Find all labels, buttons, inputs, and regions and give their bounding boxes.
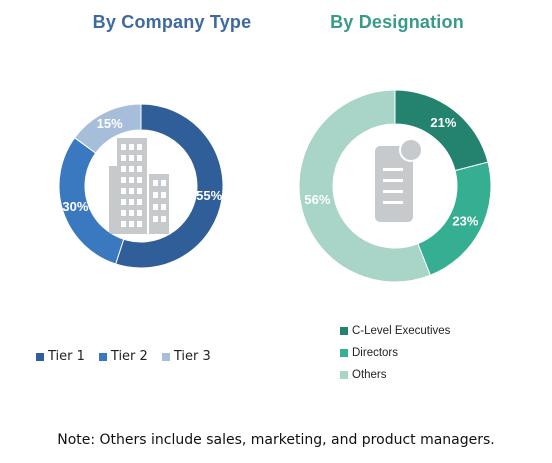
legend-label: Others [352, 369, 387, 381]
legend-label: Tier 2 [110, 349, 148, 364]
legend-company-type: Tier 1 Tier 2 Tier 3 [36, 349, 211, 364]
legend-designation: C-Level Executives Directors Others [340, 325, 450, 381]
legend-swatch [98, 352, 107, 361]
legend-item-tier-1: Tier 1 [36, 349, 85, 364]
legend-item-directors: Directors [340, 347, 450, 359]
slice-data-label: 21% [430, 115, 456, 130]
legend-swatch [161, 352, 170, 361]
donut-slice-tier-1 [115, 103, 224, 269]
legend-label: Tier 1 [48, 349, 85, 364]
legend-item-others: Others [340, 369, 450, 381]
donut-slice-others [298, 89, 431, 283]
slice-data-label: 30% [62, 199, 88, 214]
legend-swatch [36, 352, 44, 361]
legend-swatch [340, 327, 348, 335]
donut-1-group: 21% 23% 56% [298, 89, 492, 283]
donut-slice-tier-3 [73, 103, 142, 154]
slice-data-label: 56% [304, 192, 330, 207]
chart-title-designation: By Designation [330, 12, 464, 32]
chart-title-company-type: By Company Type [92, 12, 252, 32]
footnote: Note: Others include sales, marketing, a… [57, 432, 495, 448]
slice-data-label: 15% [97, 116, 123, 131]
legend-label: C-Level Executives [352, 325, 451, 337]
donut-0-group: 55% 30% 15% [58, 103, 224, 269]
legend-label: Directors [352, 347, 399, 359]
legend-swatch [340, 349, 348, 357]
legend-item-tier-3: Tier 3 [161, 349, 211, 364]
legend-item-tier-2: Tier 2 [98, 349, 148, 364]
slice-data-label: 23% [452, 213, 478, 228]
office-building-icon [109, 138, 169, 234]
legend-label: Tier 3 [173, 349, 211, 364]
slice-data-label: 55% [196, 188, 222, 203]
id-card-icon [375, 138, 423, 222]
legend-item-c-level-executives: C-Level Executives [340, 325, 450, 337]
legend-swatch [340, 371, 348, 379]
